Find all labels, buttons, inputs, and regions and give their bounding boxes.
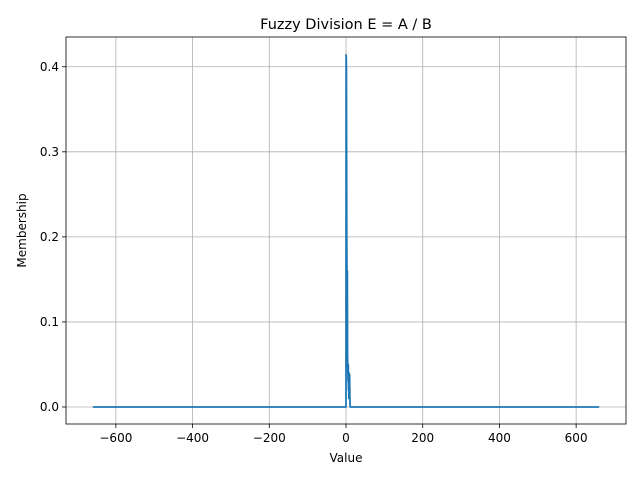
x-tick-label: 200	[411, 431, 434, 445]
y-tick-label: 0.0	[40, 400, 59, 414]
y-axis-ticks: 0.0 0.1 0.2 0.3 0.4	[40, 60, 66, 414]
y-tick-label: 0.1	[40, 315, 59, 329]
series-line	[92, 53, 600, 408]
y-tick-label: 0.2	[40, 230, 59, 244]
y-tick-label: 0.4	[40, 60, 59, 74]
y-axis-label: Membership	[15, 193, 29, 267]
x-tick-label: 600	[565, 431, 588, 445]
x-tick-label: −600	[99, 431, 132, 445]
x-axis-ticks: −600 −400 −200 0 200 400 600	[99, 424, 588, 445]
series-layer	[92, 53, 600, 408]
x-axis-label: Value	[330, 451, 363, 465]
y-tick-label: 0.3	[40, 145, 59, 159]
chart-title: Fuzzy Division E = A / B	[260, 17, 432, 33]
x-tick-label: −400	[176, 431, 209, 445]
x-tick-label: 400	[488, 431, 511, 445]
x-tick-label: −200	[253, 431, 286, 445]
x-tick-label: 0	[342, 431, 350, 445]
